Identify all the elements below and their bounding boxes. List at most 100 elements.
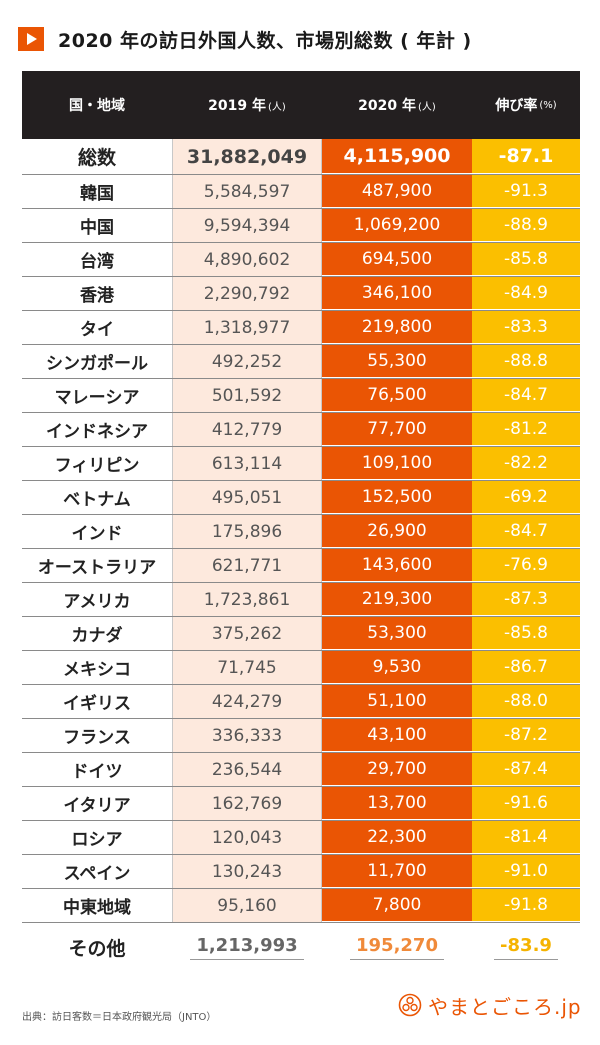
value-2019-cell: 71,745 — [172, 651, 322, 684]
value-2020-cell: 219,300 — [322, 583, 472, 616]
table-row: ベトナム 495,051 152,500 -69.2 — [22, 481, 580, 515]
title-bar: 2020 年の訪日外国人数、市場別総数 ( 年計 ) — [18, 24, 472, 54]
logo-text: やまとごころ.jp — [428, 994, 582, 1019]
value-2019-cell: 412,779 — [172, 413, 322, 446]
table-row: イタリア 162,769 13,700 -91.6 — [22, 787, 580, 821]
value-2020-cell: 77,700 — [322, 413, 472, 446]
total-row: 総数 31,882,049 4,115,900 -87.1 — [22, 139, 580, 175]
other-growth: -83.9 — [494, 935, 558, 960]
table-row: アメリカ 1,723,861 219,300 -87.3 — [22, 583, 580, 617]
growth-cell: -83.3 — [472, 311, 580, 344]
other-2019: 1,213,993 — [190, 935, 304, 960]
header-2019-label: 2019 年 — [208, 98, 267, 114]
yamatogokoro-logo-icon — [398, 993, 422, 1017]
growth-cell: -69.2 — [472, 481, 580, 514]
region-cell: 香港 — [22, 277, 172, 310]
value-2020-cell: 9,530 — [322, 651, 472, 684]
value-2019-cell: 2,290,792 — [172, 277, 322, 310]
header-2019-unit: (人) — [268, 101, 286, 113]
value-2019-cell: 613,114 — [172, 447, 322, 480]
value-2020-cell: 219,800 — [322, 311, 472, 344]
growth-cell: -81.4 — [472, 821, 580, 854]
value-2019-cell: 424,279 — [172, 685, 322, 718]
region-cell: オーストラリア — [22, 549, 172, 582]
region-cell: シンガポール — [22, 345, 172, 378]
growth-cell: -84.7 — [472, 515, 580, 548]
growth-cell: -84.9 — [472, 277, 580, 310]
value-2019-cell: 1,723,861 — [172, 583, 322, 616]
header-2020: 2020 年 (人) — [322, 71, 472, 139]
region-cell: インド — [22, 515, 172, 548]
value-2020-cell: 143,600 — [322, 549, 472, 582]
growth-cell: -88.0 — [472, 685, 580, 718]
table-row: マレーシア 501,592 76,500 -84.7 — [22, 379, 580, 413]
table-row: シンガポール 492,252 55,300 -88.8 — [22, 345, 580, 379]
growth-cell: -87.1 — [472, 139, 580, 174]
region-cell: 韓国 — [22, 175, 172, 208]
table-row: ドイツ 236,544 29,700 -87.4 — [22, 753, 580, 787]
table-row: オーストラリア 621,771 143,600 -76.9 — [22, 549, 580, 583]
growth-cell: -87.4 — [472, 753, 580, 786]
table-body: 総数 31,882,049 4,115,900 -87.1 韓国 5,584,597 487… — [22, 139, 580, 923]
page-title: 2020 年の訪日外国人数、市場別総数 ( 年計 ) — [58, 29, 472, 52]
value-2020-cell: 43,100 — [322, 719, 472, 752]
region-cell: マレーシア — [22, 379, 172, 412]
value-2020-cell: 22,300 — [322, 821, 472, 854]
region-cell: 中東地域 — [22, 889, 172, 922]
other-region: その他 — [68, 937, 126, 960]
region-cell: フランス — [22, 719, 172, 752]
value-2019-cell: 130,243 — [172, 855, 322, 888]
growth-cell: -87.3 — [472, 583, 580, 616]
region-cell: 総数 — [22, 139, 172, 174]
region-cell: イタリア — [22, 787, 172, 820]
value-2019-cell: 336,333 — [172, 719, 322, 752]
region-cell: ロシア — [22, 821, 172, 854]
value-2019-cell: 162,769 — [172, 787, 322, 820]
table-row: カナダ 375,262 53,300 -85.8 — [22, 617, 580, 651]
growth-cell: -91.6 — [472, 787, 580, 820]
play-icon — [18, 27, 44, 51]
value-2020-cell: 346,100 — [322, 277, 472, 310]
value-2019-cell: 9,594,394 — [172, 209, 322, 242]
value-2019-cell: 1,318,977 — [172, 311, 322, 344]
region-cell: 中国 — [22, 209, 172, 242]
region-cell: イギリス — [22, 685, 172, 718]
value-2019-cell: 375,262 — [172, 617, 322, 650]
header-2020-unit: (人) — [418, 101, 436, 113]
header-region-label: 国・地域 — [69, 98, 125, 114]
region-cell: フィリピン — [22, 447, 172, 480]
region-cell: ベトナム — [22, 481, 172, 514]
value-2019-cell: 4,890,602 — [172, 243, 322, 276]
region-cell: カナダ — [22, 617, 172, 650]
growth-cell: -86.7 — [472, 651, 580, 684]
value-2019-cell: 621,771 — [172, 549, 322, 582]
value-2020-cell: 7,800 — [322, 889, 472, 922]
other-2020: 195,270 — [350, 935, 444, 960]
region-cell: メキシコ — [22, 651, 172, 684]
value-2019-cell: 501,592 — [172, 379, 322, 412]
data-table: 国・地域 2019 年 (人) 2020 年 (人) 伸び率 (%) 総数 31,882… — [22, 71, 580, 923]
value-2020-cell: 152,500 — [322, 481, 472, 514]
growth-cell: -76.9 — [472, 549, 580, 582]
value-2020-cell: 29,700 — [322, 753, 472, 786]
header-2020-label: 2020 年 — [358, 98, 417, 114]
table-row: フランス 336,333 43,100 -87.2 — [22, 719, 580, 753]
region-cell: タイ — [22, 311, 172, 344]
other-growth-cell: -83.9 — [472, 928, 580, 966]
table-row: インド 175,896 26,900 -84.7 — [22, 515, 580, 549]
growth-cell: -91.0 — [472, 855, 580, 888]
growth-cell: -82.2 — [472, 447, 580, 480]
table-row: 韓国 5,584,597 487,900 -91.3 — [22, 175, 580, 209]
value-2019-cell: 31,882,049 — [172, 139, 322, 174]
table-row: 香港 2,290,792 346,100 -84.9 — [22, 277, 580, 311]
value-2020-cell: 26,900 — [322, 515, 472, 548]
growth-cell: -91.8 — [472, 889, 580, 922]
region-cell: ドイツ — [22, 753, 172, 786]
table-row: イギリス 424,279 51,100 -88.0 — [22, 685, 580, 719]
site-logo: やまとごころ.jp — [398, 990, 582, 1020]
value-2020-cell: 109,100 — [322, 447, 472, 480]
value-2020-cell: 4,115,900 — [322, 139, 472, 174]
table-row: メキシコ 71,745 9,530 -86.7 — [22, 651, 580, 685]
value-2019-cell: 236,544 — [172, 753, 322, 786]
value-2019-cell: 495,051 — [172, 481, 322, 514]
